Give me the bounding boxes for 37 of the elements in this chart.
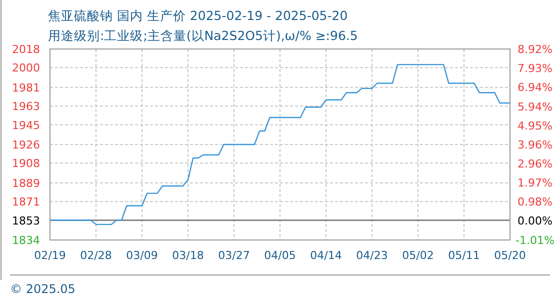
y2-tick-label: 0.98% (518, 196, 552, 209)
chart-subtitle: 用途级别:工业级;主含量(以Na2S2O5计),ω/% ≥:96.5 (48, 28, 358, 43)
chart-title: 焦亚硫酸钠 国内 生产价 2025-02-19 - 2025-05-20 (48, 8, 348, 23)
y-tick-label: 2018 (12, 43, 40, 56)
line-series (49, 64, 511, 226)
y-tick-label: 1981 (12, 81, 40, 94)
x-tick-label: 04/23 (356, 249, 388, 262)
x-tick-label: 05/20 (494, 249, 526, 262)
y2-tick-label: 0.00% (518, 214, 552, 228)
x-tick-label: 04/14 (310, 249, 342, 262)
y-tick-label: 1945 (12, 118, 40, 132)
x-tick-label: 03/18 (172, 249, 204, 262)
x-tick-label: 05/02 (402, 249, 434, 262)
y-tick-label: 2000 (12, 62, 40, 75)
y-tick-label: 1889 (12, 176, 40, 190)
y2-tick-label: 5.94% (518, 100, 552, 114)
y2-tick-label: 1.97% (518, 176, 552, 190)
y-tick-label: 1853 (12, 214, 40, 228)
x-tick-label: 02/28 (80, 249, 112, 262)
y-tick-label: 1871 (12, 196, 40, 209)
y2-tick-label: 6.94% (518, 81, 552, 94)
x-tick-label: 03/09 (126, 249, 158, 262)
x-tick-label: 04/05 (264, 249, 296, 262)
y2-tick-label: -1.01% (516, 234, 554, 247)
y-tick-label: 1908 (12, 157, 40, 170)
y-tick-label: 1926 (12, 138, 40, 152)
y2-tick-label: 7.93% (518, 62, 552, 76)
x-tick-label: 02/19 (34, 249, 66, 262)
x-tick-label: 05/11 (448, 249, 480, 262)
y2-tick-label: 4.95% (518, 119, 552, 132)
y2-tick-label: 2.96% (518, 158, 552, 171)
y-tick-label: 1963 (12, 100, 40, 114)
y-tick-label: 1834 (12, 234, 40, 247)
x-tick-label: 03/27 (218, 249, 250, 262)
y2-tick-label: 8.92% (518, 43, 552, 56)
text: © 2025.05 (10, 282, 76, 296)
y2-tick-label: 3.96% (518, 138, 552, 152)
